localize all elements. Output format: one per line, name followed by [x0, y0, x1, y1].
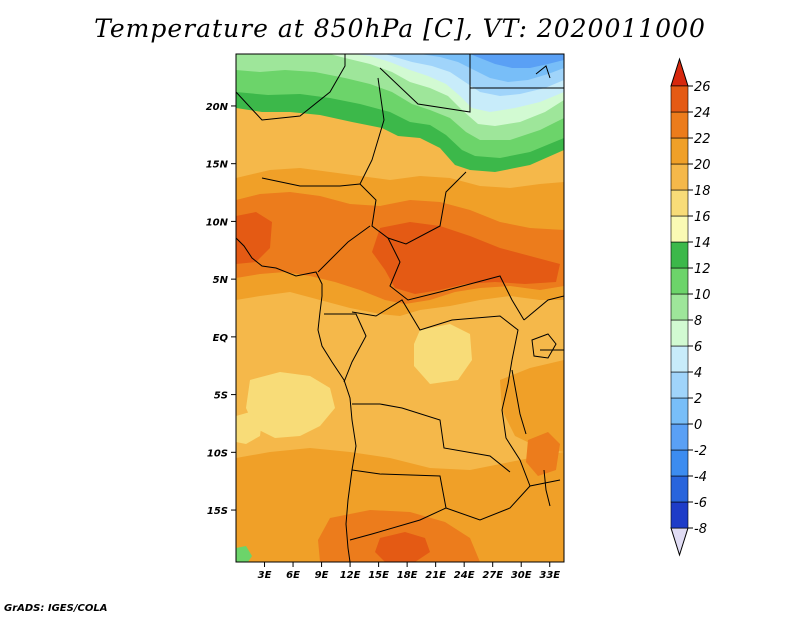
temperature-shading: [236, 54, 564, 562]
colorbar-label: 4: [694, 366, 702, 381]
lon-tick-label: 3E: [258, 570, 272, 581]
colorbar-label: 24: [694, 106, 711, 121]
border-drc-north: [351, 299, 519, 361]
lon-tick-label: 27E: [482, 570, 503, 581]
border-nigeria-cameroon: [317, 225, 371, 273]
colorbar-swatch: [670, 163, 689, 191]
colorbar-label: 18: [694, 184, 711, 199]
lon-tick-label: 9E: [315, 570, 329, 581]
colorbar-swatch: [670, 293, 689, 321]
shade-minus2-0: [470, 54, 564, 68]
colorbar-swatch: [670, 449, 689, 477]
lon-tick-label: 30E: [511, 570, 532, 581]
colorbar-label: 2: [694, 392, 702, 407]
lat-tick-label: 15S: [207, 506, 228, 517]
red-sea-coast: [535, 65, 551, 79]
border-libya-egypt: [379, 54, 471, 113]
colorbar-swatch: [670, 345, 689, 373]
lat-tick-label: EQ: [213, 333, 229, 344]
border-sahara-north: [236, 54, 346, 121]
colorbar-swatch: [670, 423, 689, 451]
lake-malawi: [543, 469, 551, 507]
border-east-africa: [523, 295, 564, 321]
colorbar-label: 8: [694, 314, 702, 329]
country-borders: [236, 54, 564, 562]
colorbar-label: 0: [694, 418, 702, 433]
shade-16-18-congo: [414, 324, 472, 384]
shade-24-26-namibia: [375, 532, 430, 562]
lon-tick-label: 24E: [454, 570, 475, 581]
colorbar-label: 16: [694, 210, 711, 225]
colorbar-swatch: [670, 85, 689, 113]
lon-tick-label: 6E: [286, 570, 300, 581]
shade-20-22-east: [500, 360, 564, 452]
colorbar-label: 14: [694, 236, 711, 251]
lake-victoria: [531, 333, 557, 359]
colorbar-high-arrow: [670, 57, 689, 87]
latitude-axis: 20N 15N 10N 5N EQ 5S 10S 15S: [206, 102, 236, 517]
colorbar-swatch: [670, 501, 689, 529]
colorbar-label: 6: [694, 340, 702, 355]
grads-credit: GrADS: IGES/COLA: [4, 603, 108, 614]
lake-tanganyika: [511, 369, 527, 435]
map-frame: [235, 53, 565, 563]
map-title: Temperature at 850hPa [C], VT: 202001100…: [94, 14, 706, 43]
colorbar-swatch: [670, 319, 689, 347]
coastline-west-africa: [236, 237, 357, 562]
border-niger-nigeria: [261, 177, 361, 187]
lon-tick-label: 33E: [539, 570, 560, 581]
longitude-axis: 3E 6E 9E 12E 15E 18E 21E 24E 27E 30E 33E: [258, 562, 560, 581]
lat-tick-label: 10S: [207, 448, 228, 459]
colorbar-swatch: [670, 189, 689, 217]
shade-14-16-coast: [236, 546, 252, 562]
colorbar-swatch: [670, 137, 689, 165]
border-car: [387, 237, 525, 321]
colorbar-swatch: [670, 475, 689, 503]
colorbar-swatch: [670, 241, 689, 269]
shade-24-26-west: [236, 212, 272, 264]
colorbar-swatch: [670, 267, 689, 295]
lon-tick-label: 15E: [368, 570, 389, 581]
shade-16-18-angola: [236, 412, 262, 444]
border-chad: [359, 77, 467, 245]
lon-tick-label: 21E: [425, 570, 446, 581]
colorbar-label: -6: [694, 496, 707, 511]
colorbar-swatch: [670, 397, 689, 425]
border-great-lakes: [501, 359, 531, 487]
colorbar-label: 12: [694, 262, 711, 277]
lat-tick-label: 5S: [214, 391, 228, 402]
colorbar-low-arrow: [670, 527, 689, 557]
lat-tick-label: 15N: [206, 160, 229, 171]
shade-22-24-tanzania: [526, 432, 560, 476]
colorbar-label: -8: [694, 522, 707, 537]
shade-16-18-gabon: [246, 372, 335, 438]
lon-tick-label: 18E: [397, 570, 418, 581]
colorbar-label: -4: [694, 470, 707, 485]
colorbar-label: 22: [694, 132, 711, 147]
border-congo-gabon: [324, 313, 367, 383]
lon-tick-label: 12E: [340, 570, 361, 581]
border-drc-angola: [352, 403, 511, 473]
colorbar-swatch: [670, 371, 689, 399]
shade-24-26: [372, 222, 560, 294]
colorbar-swatch: [670, 215, 689, 243]
colorbar-label: 20: [694, 158, 711, 173]
colorbar-swatch: [670, 111, 689, 139]
colorbar-label: 10: [694, 288, 711, 303]
lat-tick-label: 20N: [206, 102, 229, 113]
border-zambia-zim: [445, 479, 561, 521]
colorbar-label: -2: [694, 444, 707, 459]
shade-20-22-south: [236, 448, 564, 562]
lat-tick-label: 5N: [213, 275, 229, 286]
lat-tick-label: 10N: [206, 217, 229, 228]
colorbar-label: 26: [694, 80, 711, 95]
